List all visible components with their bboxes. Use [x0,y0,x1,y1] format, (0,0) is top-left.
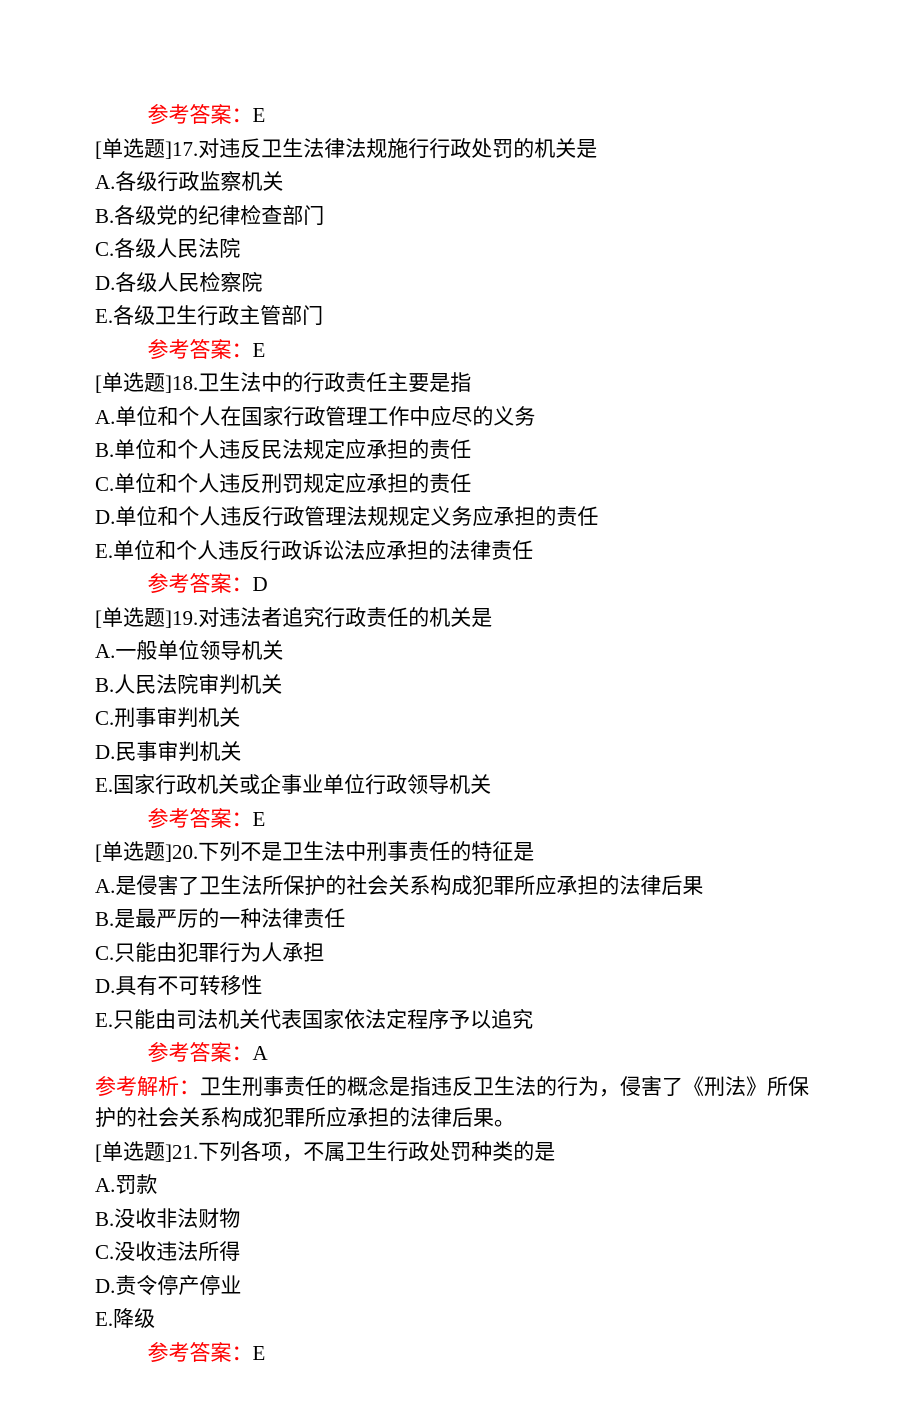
question-text: [单选题]21.下列各项，不属卫生行政处罚种类的是 [95,1140,555,1164]
option-text: E.各级卫生行政主管部门 [95,304,323,328]
option-text: D.具有不可转移性 [95,974,262,998]
option-text: B.单位和个人违反民法规定应承担的责任 [95,438,471,462]
question-text: [单选题]19.对违法者追究行政责任的机关是 [95,606,492,630]
option-text: E.国家行政机关或企事业单位行政领导机关 [95,773,491,797]
option-line: D.民事审判机关 [95,737,825,769]
option-line: E.降级 [95,1304,825,1336]
option-text: A.单位和个人在国家行政管理工作中应尽的义务 [95,405,535,429]
option-line: A.一般单位领导机关 [95,636,825,668]
option-text: B.是最严厉的一种法律责任 [95,907,345,931]
analysis-line: 参考解析：卫生刑事责任的概念是指违反卫生法的行为，侵害了《刑法》所保护的社会关系… [95,1072,825,1135]
question-line: [单选题]21.下列各项，不属卫生行政处罚种类的是 [95,1137,825,1169]
option-line: A.单位和个人在国家行政管理工作中应尽的义务 [95,402,825,434]
option-line: C.没收违法所得 [95,1237,825,1269]
option-text: B.各级党的纪律检查部门 [95,204,324,228]
question-text: [单选题]20.下列不是卫生法中刑事责任的特征是 [95,840,534,864]
option-line: C.刑事审判机关 [95,703,825,735]
answer-value: E [253,807,266,831]
answer-value: A [253,1041,268,1065]
analysis-label: 参考解析： [95,1075,200,1099]
option-line: B.是最严厉的一种法律责任 [95,904,825,936]
option-line: A.罚款 [95,1170,825,1202]
answer-line: 参考答案：E [95,100,825,132]
answer-line: 参考答案：E [95,335,825,367]
option-line: D.单位和个人违反行政管理法规规定义务应承担的责任 [95,502,825,534]
option-text: C.只能由犯罪行为人承担 [95,941,324,965]
option-line: D.各级人民检察院 [95,268,825,300]
answer-value: E [253,103,266,127]
option-text: C.刑事审判机关 [95,706,240,730]
answer-line: 参考答案：E [95,804,825,836]
question-line: [单选题]18.卫生法中的行政责任主要是指 [95,368,825,400]
answer-line: 参考答案：A [95,1038,825,1070]
question-line: [单选题]19.对违法者追究行政责任的机关是 [95,603,825,635]
question-text: [单选题]18.卫生法中的行政责任主要是指 [95,371,471,395]
option-text: A.一般单位领导机关 [95,639,283,663]
option-text: A.各级行政监察机关 [95,170,283,194]
option-line: C.各级人民法院 [95,234,825,266]
option-text: D.各级人民检察院 [95,271,262,295]
option-text: C.各级人民法院 [95,237,240,261]
question-line: [单选题]17.对违反卫生法律法规施行行政处罚的机关是 [95,134,825,166]
option-line: B.没收非法财物 [95,1204,825,1236]
answer-label: 参考答案： [148,1341,253,1365]
option-text: E.降级 [95,1307,155,1331]
option-text: E.单位和个人违反行政诉讼法应承担的法律责任 [95,539,533,563]
option-line: E.国家行政机关或企事业单位行政领导机关 [95,770,825,802]
option-text: B.人民法院审判机关 [95,673,282,697]
analysis-text: 卫生刑事责任的概念是指违反卫生法的行为，侵害了《刑法》所保护的社会关系构成犯罪所… [95,1075,809,1131]
option-text: D.单位和个人违反行政管理法规规定义务应承担的责任 [95,505,598,529]
answer-line: 参考答案：D [95,569,825,601]
answer-value: E [253,1341,266,1365]
option-line: A.是侵害了卫生法所保护的社会关系构成犯罪所应承担的法律后果 [95,871,825,903]
option-text: E.只能由司法机关代表国家依法定程序予以追究 [95,1008,533,1032]
option-line: B.单位和个人违反民法规定应承担的责任 [95,435,825,467]
option-text: D.责令停产停业 [95,1274,241,1298]
answer-value: D [253,572,268,596]
option-line: E.只能由司法机关代表国家依法定程序予以追究 [95,1005,825,1037]
option-line: B.人民法院审判机关 [95,670,825,702]
option-line: D.具有不可转移性 [95,971,825,1003]
option-text: B.没收非法财物 [95,1207,240,1231]
question-line: [单选题]20.下列不是卫生法中刑事责任的特征是 [95,837,825,869]
option-text: A.是侵害了卫生法所保护的社会关系构成犯罪所应承担的法律后果 [95,874,703,898]
question-text: [单选题]17.对违反卫生法律法规施行行政处罚的机关是 [95,137,597,161]
answer-value: E [253,338,266,362]
option-line: B.各级党的纪律检查部门 [95,201,825,233]
answer-label: 参考答案： [148,1041,253,1065]
option-line: A.各级行政监察机关 [95,167,825,199]
document-body: 参考答案：E[单选题]17.对违反卫生法律法规施行行政处罚的机关是A.各级行政监… [95,100,825,1369]
answer-line: 参考答案：E [95,1338,825,1370]
option-text: A.罚款 [95,1173,157,1197]
option-line: D.责令停产停业 [95,1271,825,1303]
answer-label: 参考答案： [148,338,253,362]
answer-label: 参考答案： [148,572,253,596]
option-text: C.单位和个人违反刑罚规定应承担的责任 [95,472,471,496]
answer-label: 参考答案： [148,807,253,831]
option-line: E.单位和个人违反行政诉讼法应承担的法律责任 [95,536,825,568]
option-text: C.没收违法所得 [95,1240,240,1264]
option-text: D.民事审判机关 [95,740,241,764]
option-line: C.单位和个人违反刑罚规定应承担的责任 [95,469,825,501]
answer-label: 参考答案： [148,103,253,127]
option-line: E.各级卫生行政主管部门 [95,301,825,333]
option-line: C.只能由犯罪行为人承担 [95,938,825,970]
